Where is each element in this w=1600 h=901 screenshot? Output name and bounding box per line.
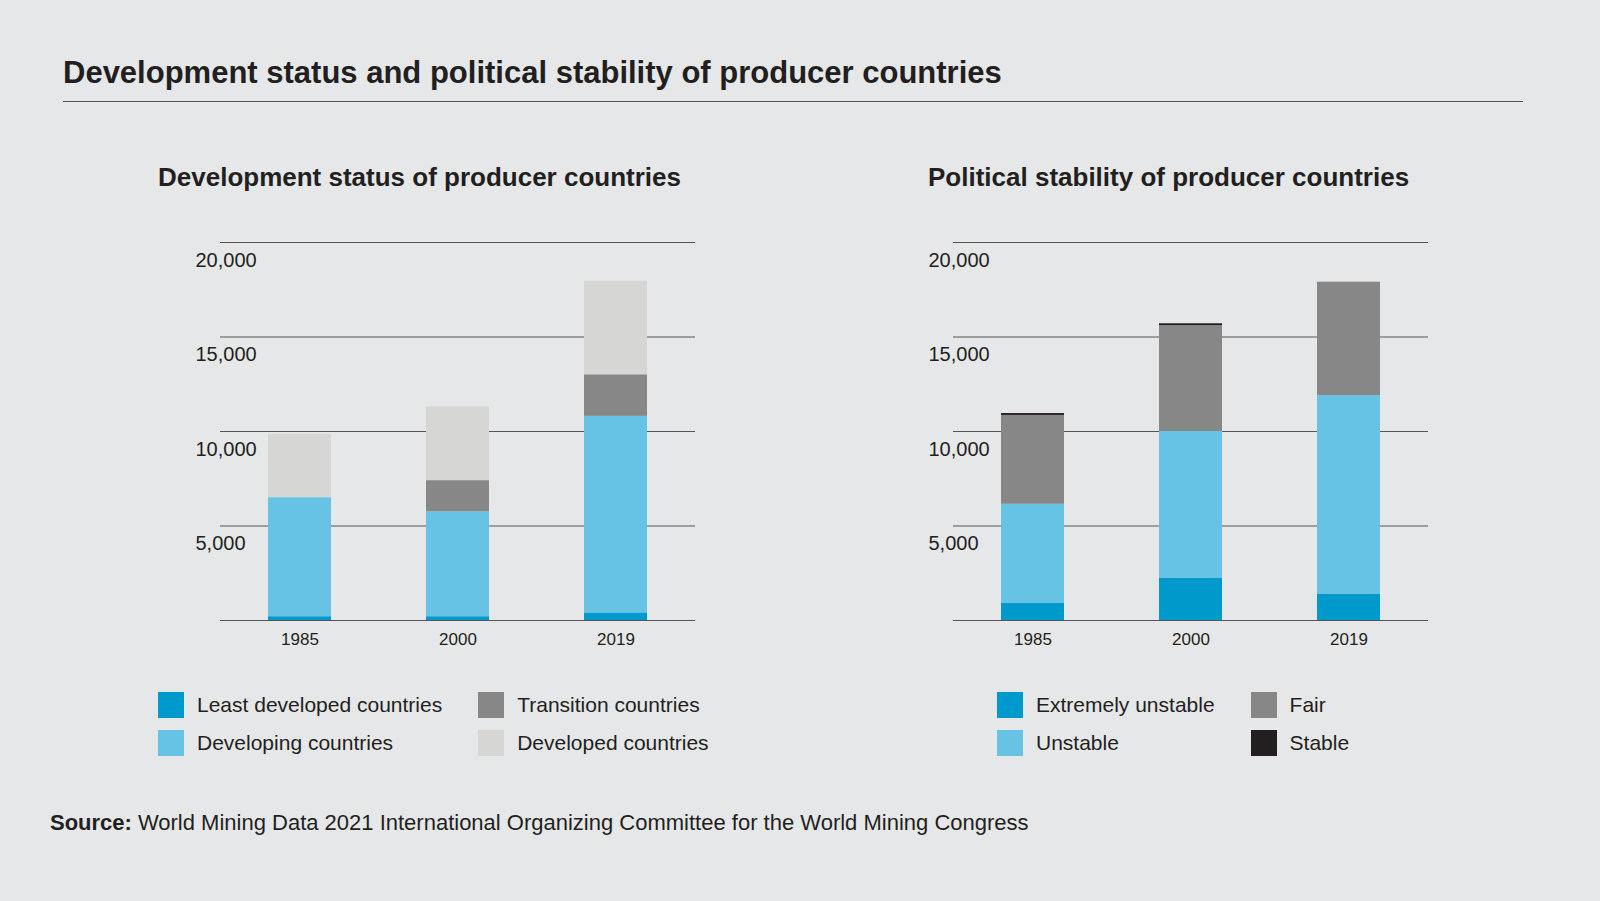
svg-text:20,000: 20,000 [929,249,990,271]
html-text:Developing countries: Developing countries [197,731,394,754]
svg-text:2019: 2019 [1330,630,1368,649]
html-text:Extremely unstable: Extremely unstable [1036,693,1215,716]
svg-text:15,000: 15,000 [196,343,257,365]
svg-text:1985: 1985 [1014,630,1052,649]
html-text:Least developed countries: Least developed countries [197,693,443,716]
html-text:Transition countries: Transition countries [517,693,700,716]
html-text:Fair: Fair [1289,693,1326,716]
svg-text:5,000: 5,000 [929,532,979,554]
svg-text:20,000: 20,000 [196,249,257,271]
svg-text:2000: 2000 [439,630,477,649]
svg-text:1985: 1985 [281,630,319,649]
html-text:Development status and politic: Development status and political stabili… [63,55,1002,90]
html-text:Stable: Stable [1289,731,1350,754]
svg-text:2000: 2000 [1172,630,1210,649]
html-text:Political stability of produce: Political stability of producer countrie… [928,162,1410,192]
html-text:Source: World Mining Data 2021: Source: World Mining Data 2021 Internati… [50,810,1029,835]
html-text:Development status of producer: Development status of producer countries [158,162,681,192]
svg-text:2019: 2019 [597,630,635,649]
svg-text:10,000: 10,000 [196,438,257,460]
html-text:Unstable: Unstable [1036,731,1119,754]
svg-text:10,000: 10,000 [929,438,990,460]
svg-text:5,000: 5,000 [196,532,246,554]
html-text:Developed countries: Developed countries [517,731,709,754]
svg-text:15,000: 15,000 [929,343,990,365]
